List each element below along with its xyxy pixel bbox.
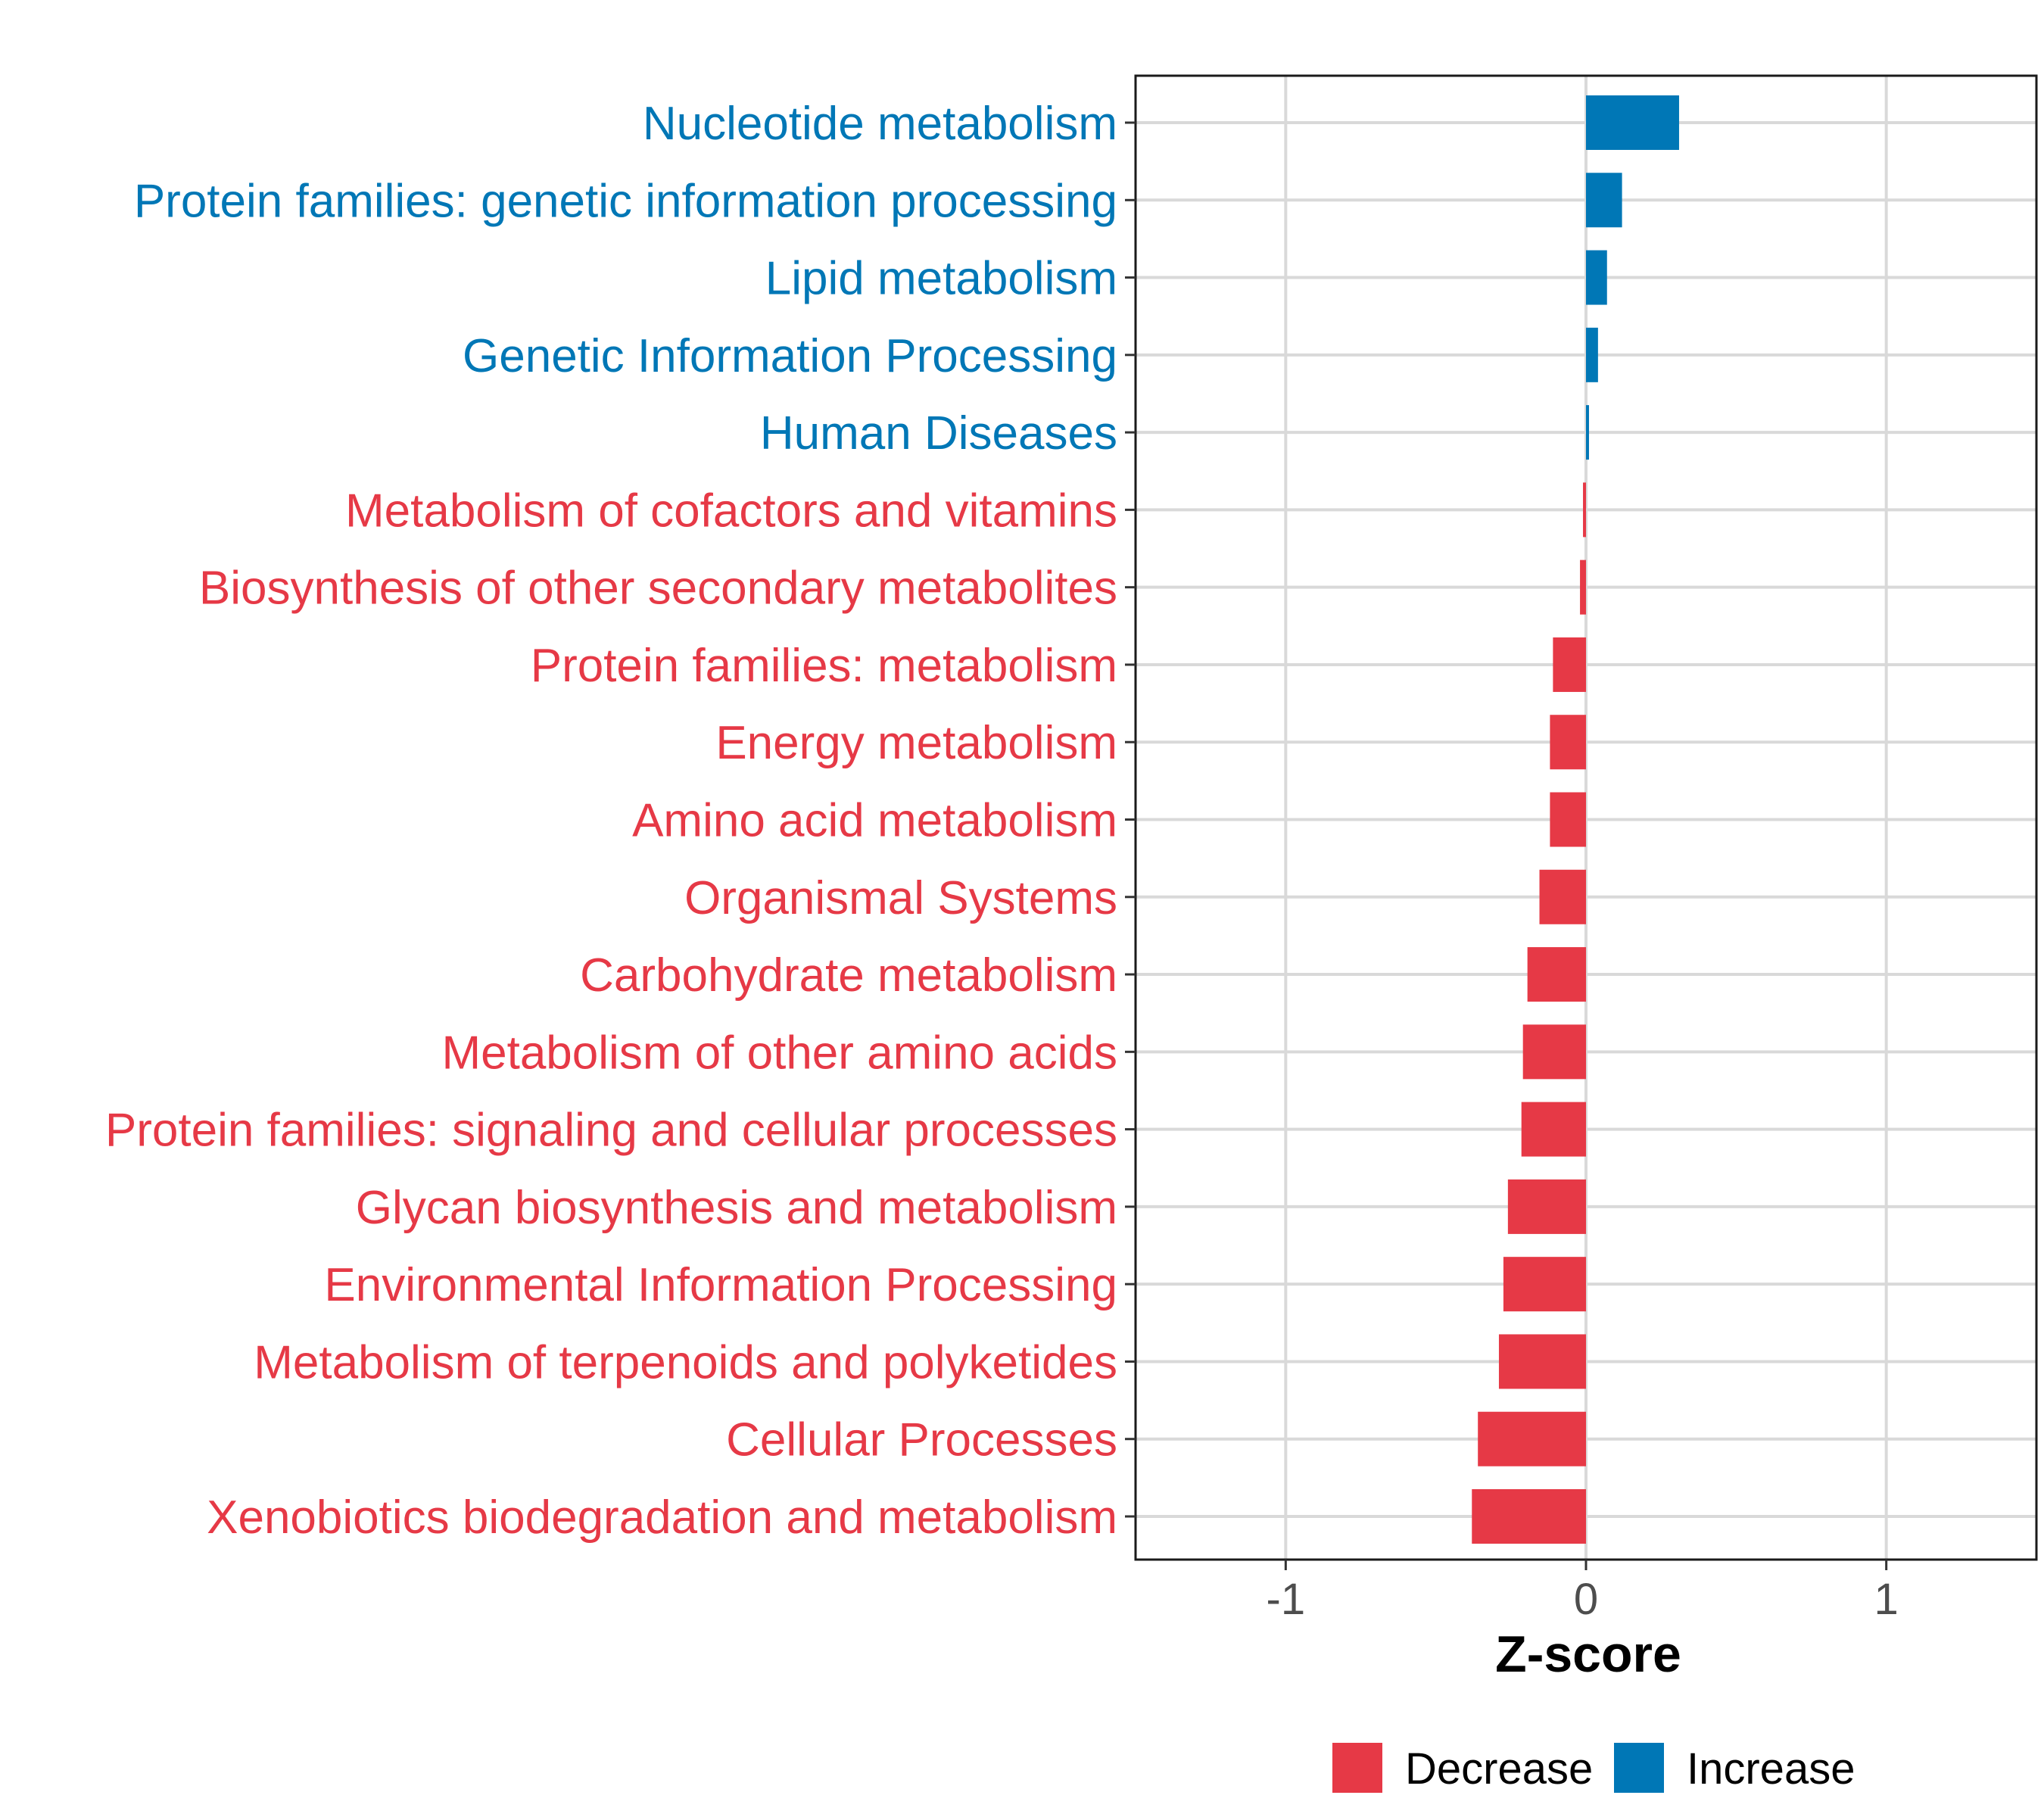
- bar: [1527, 947, 1586, 1002]
- y-axis-category-labels: Nucleotide metabolism Protein families: g…: [105, 98, 1117, 1544]
- category-label: Nucleotide metabolism: [643, 98, 1117, 150]
- y-axis-ticks: [1125, 121, 1136, 1518]
- category-label: Cellular Processes: [726, 1414, 1117, 1466]
- category-label: Xenobiotics biodegradation and metabolis…: [207, 1491, 1117, 1544]
- bar: [1550, 715, 1586, 770]
- bar: [1586, 173, 1622, 228]
- category-label: Carbohydrate metabolism: [580, 949, 1117, 1002]
- category-label: Metabolism of cofactors and vitamins: [345, 485, 1117, 537]
- category-label: Organismal Systems: [684, 872, 1117, 924]
- bar: [1507, 1179, 1586, 1234]
- x-tick-label: -1: [1267, 1575, 1306, 1624]
- category-label: Lipid metabolism: [765, 253, 1117, 305]
- bar: [1498, 1334, 1586, 1389]
- category-label: Metabolism of other amino acids: [441, 1027, 1117, 1079]
- legend: Decrease Increase: [1332, 1743, 1855, 1794]
- bar: [1580, 559, 1586, 615]
- category-label: Metabolism of terpenoids and polyketides: [254, 1336, 1117, 1388]
- bar: [1586, 250, 1607, 305]
- category-label: Genetic Information Processing: [463, 330, 1117, 382]
- x-tick-label: 0: [1574, 1575, 1598, 1624]
- category-label: Glycan biosynthesis and metabolism: [356, 1182, 1117, 1234]
- x-axis-ticks: -1 0 1: [1267, 1560, 1899, 1624]
- x-axis-title: Z-score: [1495, 1625, 1681, 1683]
- bar: [1503, 1257, 1586, 1312]
- legend-swatch-increase: [1614, 1743, 1664, 1793]
- bar: [1522, 1024, 1586, 1080]
- bar: [1586, 95, 1679, 150]
- category-label: Energy metabolism: [715, 717, 1117, 769]
- category-label: Amino acid metabolism: [632, 795, 1117, 847]
- category-label: Protein families: signaling and cellular…: [105, 1105, 1117, 1157]
- bar: [1521, 1102, 1586, 1157]
- bar: [1472, 1489, 1586, 1544]
- x-tick-label: 1: [1874, 1575, 1899, 1624]
- category-label: Biosynthesis of other secondary metaboli…: [199, 563, 1117, 615]
- category-label: Environmental Information Processing: [324, 1259, 1117, 1311]
- legend-label-decrease: Decrease: [1405, 1744, 1593, 1794]
- legend-swatch-decrease: [1332, 1743, 1382, 1793]
- bar: [1553, 637, 1586, 692]
- bar: [1550, 792, 1586, 847]
- bar: [1586, 327, 1598, 382]
- category-label: Protein families: metabolism: [531, 640, 1117, 692]
- bar: [1586, 405, 1589, 460]
- bar: [1583, 482, 1586, 538]
- category-label: Protein families: genetic information pr…: [134, 175, 1117, 227]
- legend-label-increase: Increase: [1687, 1744, 1855, 1794]
- bar: [1539, 869, 1586, 924]
- bars: [1472, 95, 1679, 1544]
- category-label: Human Diseases: [760, 407, 1117, 460]
- bar: [1478, 1411, 1586, 1466]
